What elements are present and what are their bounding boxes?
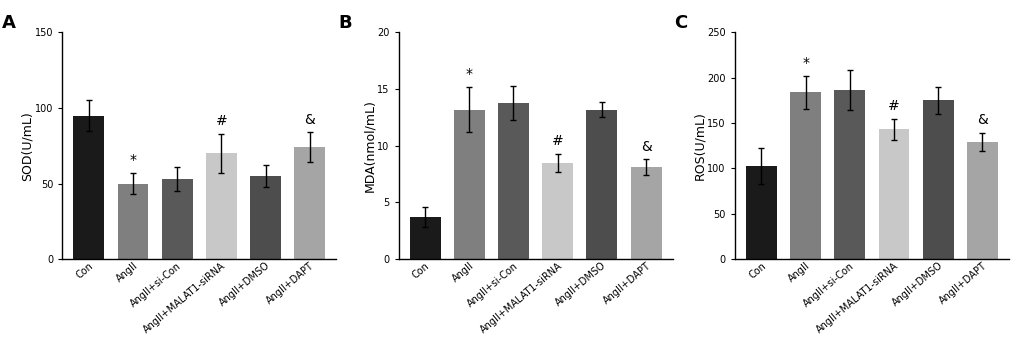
Bar [73, 116, 104, 259]
Text: C: C [674, 14, 687, 32]
Bar [294, 147, 325, 259]
Text: #: # [888, 99, 899, 113]
Text: B: B [338, 14, 352, 32]
Bar [966, 142, 997, 259]
Y-axis label: SOD(U/mL): SOD(U/mL) [20, 111, 34, 181]
Bar [745, 166, 776, 259]
Bar [834, 90, 864, 259]
Text: *: * [801, 56, 808, 70]
Bar [206, 153, 236, 259]
Bar [586, 110, 616, 259]
Text: A: A [2, 14, 16, 32]
Bar [922, 100, 953, 259]
Bar [790, 92, 820, 259]
Text: *: * [129, 153, 137, 167]
Text: &: & [640, 140, 651, 154]
Y-axis label: MDA(nmol/mL): MDA(nmol/mL) [363, 99, 375, 192]
Bar [877, 129, 909, 259]
Text: *: * [466, 67, 473, 81]
Y-axis label: ROS(U/mL): ROS(U/mL) [692, 111, 705, 180]
Bar [453, 110, 484, 259]
Bar [542, 163, 573, 259]
Bar [250, 176, 281, 259]
Bar [630, 167, 661, 259]
Text: &: & [976, 113, 986, 127]
Text: &: & [304, 112, 315, 127]
Bar [117, 184, 149, 259]
Bar [162, 179, 193, 259]
Bar [410, 217, 440, 259]
Text: #: # [215, 114, 227, 128]
Bar [497, 103, 529, 259]
Text: #: # [551, 134, 562, 148]
